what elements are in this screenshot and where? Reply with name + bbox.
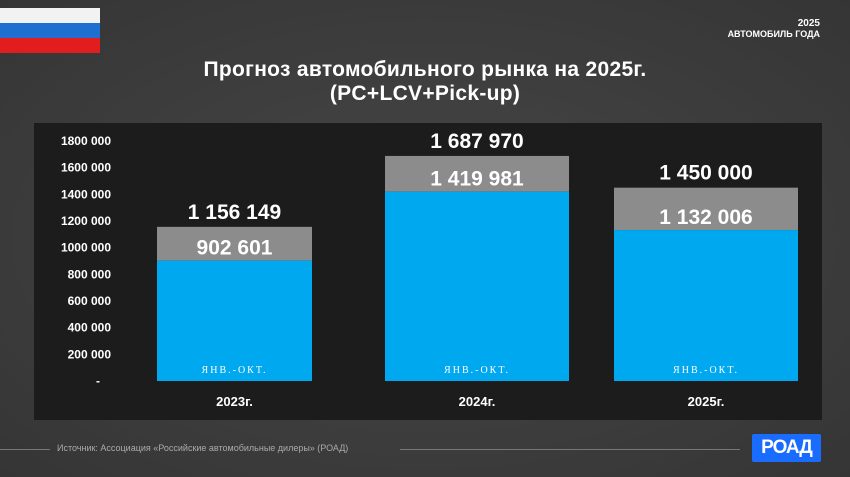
y-tick-label: 1600 000 <box>61 161 111 175</box>
bar-total <box>614 187 798 231</box>
total-label: 1 687 970 <box>430 130 523 153</box>
source-text: Источник: Ассоциация «Российские автомоб… <box>57 443 349 453</box>
period-label: ЯНВ.-ОКТ. <box>202 365 268 376</box>
bar-jan-oct <box>385 191 569 381</box>
title-line2: (PC+LCV+Pick-up) <box>329 82 521 105</box>
bar-total <box>385 155 569 192</box>
chart-title: Прогноз автомобильного рынка на 2025г. (P… <box>0 58 850 106</box>
bar-total <box>157 226 312 261</box>
x-tick-label: 2024г. <box>459 394 496 409</box>
title-line1: Прогноз автомобильного рынка на 2025г. <box>203 58 647 81</box>
jan-oct-label: 1 132 006 <box>659 206 752 229</box>
bar-jan-oct <box>614 230 798 381</box>
x-tick-label: 2023г. <box>216 394 253 409</box>
jan-oct-label: 1 419 981 <box>430 168 524 191</box>
jan-oct-label: 902 601 <box>197 237 273 260</box>
logo-year: 2025 <box>797 18 820 29</box>
divider <box>0 449 50 450</box>
y-tick-label: 200 000 <box>68 347 112 361</box>
x-tick-label: 2025г. <box>688 394 725 409</box>
logo-text: АВТОМОБИЛЬ ГОДА <box>727 29 820 39</box>
y-tick-label: 800 000 <box>68 267 112 281</box>
period-label: ЯНВ.-ОКТ. <box>673 365 739 376</box>
y-tick-label: 1800 000 <box>61 134 111 148</box>
period-label: ЯНВ.-ОКТ. <box>444 365 510 376</box>
y-tick-label: 1200 000 <box>61 214 111 228</box>
y-tick-label: 1400 000 <box>61 187 111 201</box>
y-tick-label: 1000 000 <box>61 241 111 255</box>
flag-logo <box>0 8 100 53</box>
total-label: 1 450 000 <box>659 162 752 185</box>
y-tick-label: - <box>96 374 100 388</box>
y-tick-label: 600 000 <box>68 294 112 308</box>
total-label: 1 156 149 <box>188 201 281 224</box>
y-tick-label: 400 000 <box>68 321 112 335</box>
divider <box>400 449 740 450</box>
car-of-year-logo: 2025 АВТОМОБИЛЬ ГОДА <box>728 18 820 39</box>
bar-jan-oct <box>157 260 312 381</box>
road-logo: РОАД <box>752 434 821 462</box>
